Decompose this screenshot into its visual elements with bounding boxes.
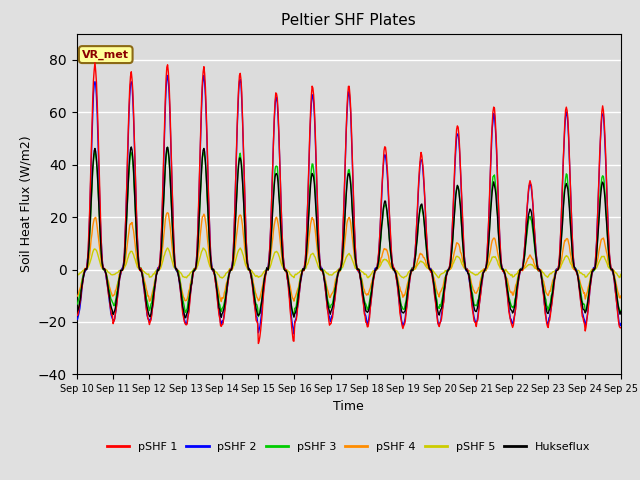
Text: VR_met: VR_met <box>82 49 129 60</box>
Title: Peltier SHF Plates: Peltier SHF Plates <box>282 13 416 28</box>
Legend: pSHF 1, pSHF 2, pSHF 3, pSHF 4, pSHF 5, Hukseflux: pSHF 1, pSHF 2, pSHF 3, pSHF 4, pSHF 5, … <box>102 438 595 457</box>
X-axis label: Time: Time <box>333 400 364 413</box>
Y-axis label: Soil Heat Flux (W/m2): Soil Heat Flux (W/m2) <box>19 136 33 272</box>
